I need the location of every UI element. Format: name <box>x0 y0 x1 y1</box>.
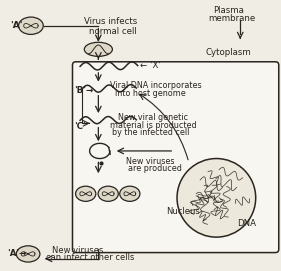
Text: Cytoplasm: Cytoplasm <box>205 48 251 57</box>
Text: membrane: membrane <box>208 14 255 24</box>
Text: normal cell: normal cell <box>89 27 136 36</box>
Ellipse shape <box>177 159 256 237</box>
Text: Plasma: Plasma <box>214 6 244 15</box>
Text: by the infected cell: by the infected cell <box>112 128 190 137</box>
Text: New viruses: New viruses <box>126 157 175 166</box>
Text: 'A'→: 'A'→ <box>7 249 26 258</box>
Text: Virus infects: Virus infects <box>84 17 138 26</box>
Ellipse shape <box>120 186 140 201</box>
Text: DNA: DNA <box>237 219 257 228</box>
Ellipse shape <box>76 186 96 201</box>
Ellipse shape <box>84 42 112 56</box>
Text: New viral genetic: New viral genetic <box>118 113 188 122</box>
Text: can infect other cells: can infect other cells <box>46 253 135 263</box>
Text: into host genome: into host genome <box>115 89 186 98</box>
FancyBboxPatch shape <box>72 62 279 253</box>
Text: Viral DNA incorporates: Viral DNA incorporates <box>110 81 201 90</box>
Text: 'C': 'C' <box>74 121 86 131</box>
Text: Nucleus: Nucleus <box>166 207 200 216</box>
Text: are produced: are produced <box>128 164 182 173</box>
Text: material is producted: material is producted <box>110 121 196 130</box>
Ellipse shape <box>19 17 43 34</box>
Text: 'B'→: 'B'→ <box>74 86 94 95</box>
Text: ← 'X': ← 'X' <box>140 60 161 70</box>
Ellipse shape <box>98 186 118 201</box>
Text: 'A': 'A' <box>10 21 22 30</box>
Ellipse shape <box>16 246 40 262</box>
Text: New viruses: New viruses <box>52 246 103 255</box>
